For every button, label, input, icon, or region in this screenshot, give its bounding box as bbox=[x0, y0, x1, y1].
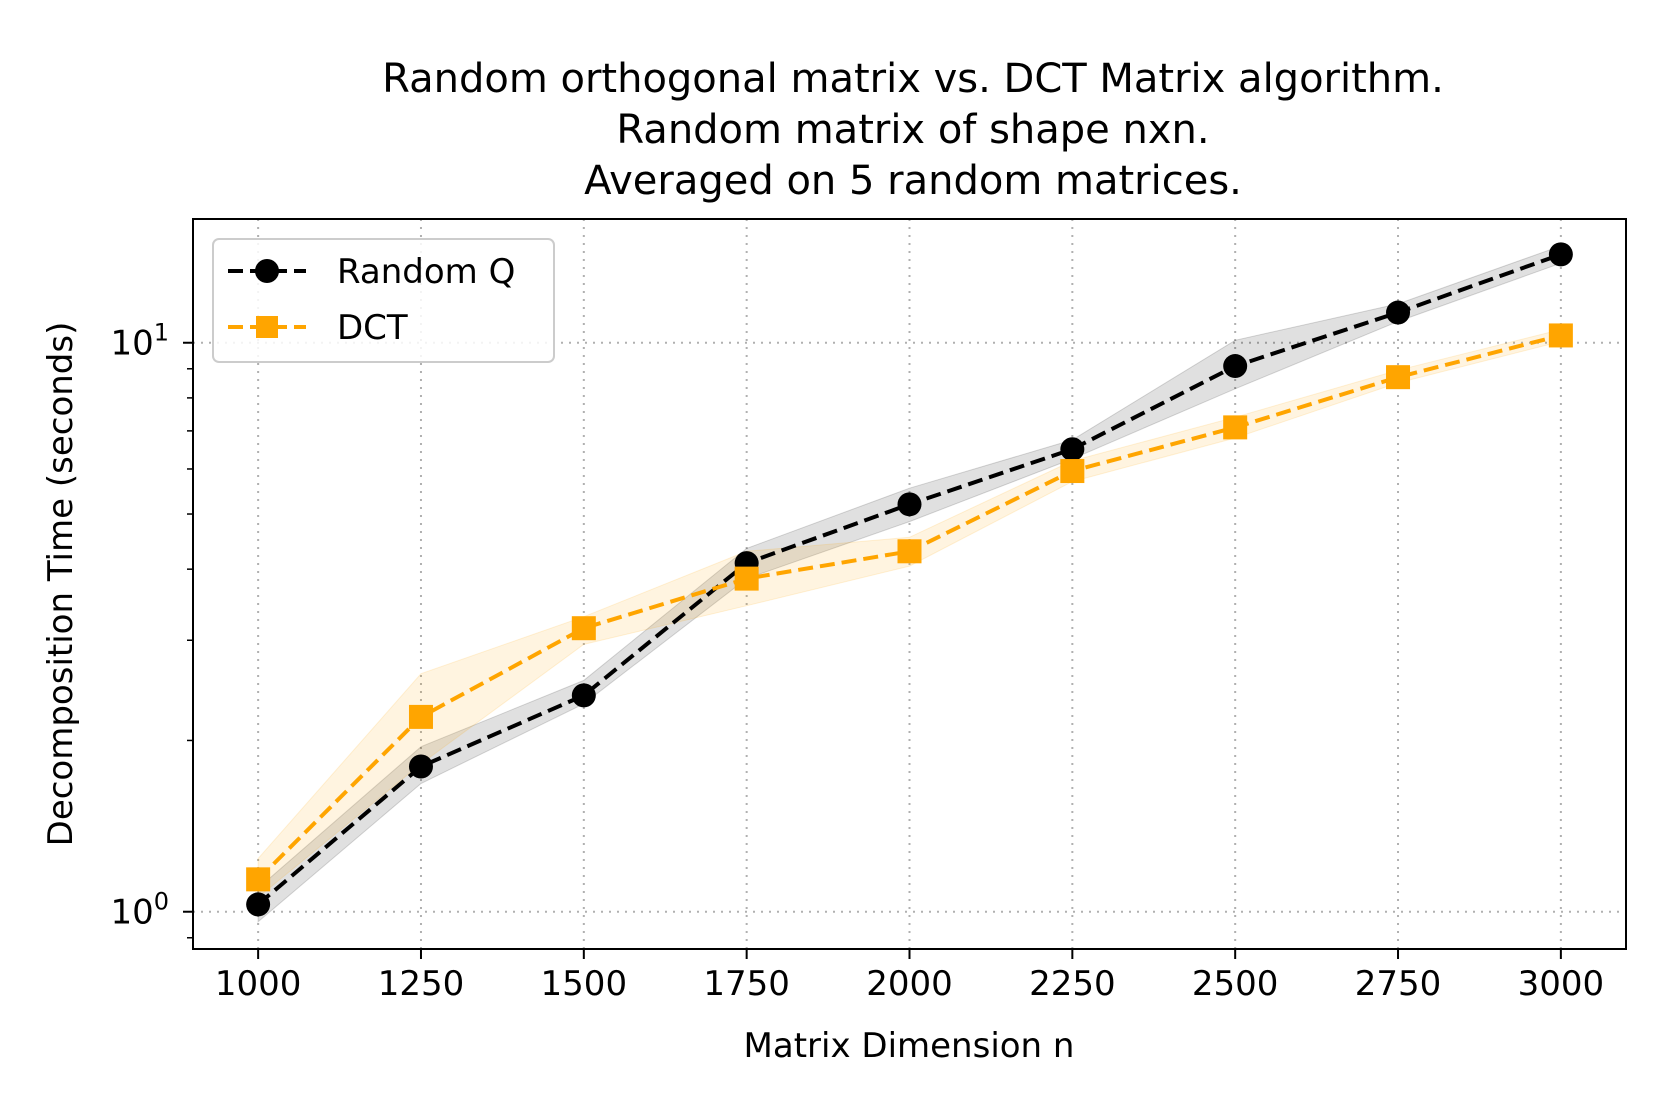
point-random-q bbox=[571, 683, 596, 708]
x-tick-label: 2750 bbox=[1355, 964, 1442, 1004]
point-random-q bbox=[1386, 300, 1411, 325]
point-random-q bbox=[408, 754, 433, 779]
point-random-q bbox=[1223, 354, 1248, 379]
axis-ticks: 1000 1250 1500 1750 2000 2250 2500 2750 3000 100 1… bbox=[110, 319, 1604, 1004]
point-dct bbox=[408, 704, 433, 729]
x-tick-label: 1000 bbox=[215, 964, 302, 1004]
x-tick-label: 2000 bbox=[866, 964, 953, 1004]
point-random-q bbox=[1548, 242, 1573, 267]
legend-label-random-q: Random Q bbox=[337, 252, 515, 292]
point-dct bbox=[1386, 365, 1411, 390]
point-dct bbox=[897, 539, 922, 564]
point-random-q bbox=[1060, 437, 1085, 462]
point-dct bbox=[734, 566, 759, 591]
chart-title-line-3: Averaged on 5 random matrices. bbox=[584, 158, 1242, 204]
x-tick-label: 3000 bbox=[1518, 964, 1605, 1004]
legend-label-dct: DCT bbox=[337, 308, 408, 348]
point-random-q bbox=[897, 492, 922, 517]
y-tick-label: 101 bbox=[110, 319, 169, 364]
x-axis-label: Matrix Dimension n bbox=[744, 1026, 1075, 1066]
chart-title-line-1: Random orthogonal matrix vs. DCT Matrix … bbox=[382, 56, 1444, 102]
series-markers bbox=[246, 242, 1573, 917]
point-dct bbox=[571, 616, 596, 641]
x-tick-label: 1750 bbox=[703, 964, 790, 1004]
point-dct bbox=[1223, 415, 1248, 440]
y-axis-label: Decomposition Time (seconds) bbox=[41, 322, 81, 847]
x-tick-label: 2500 bbox=[1192, 964, 1279, 1004]
point-dct bbox=[246, 867, 271, 892]
legend-marker-random-q bbox=[255, 259, 279, 283]
chart-title-line-2: Random matrix of shape nxn. bbox=[616, 107, 1209, 153]
y-tick-label: 100 bbox=[110, 888, 169, 933]
x-tick-label: 1500 bbox=[541, 964, 628, 1004]
point-dct bbox=[1060, 459, 1085, 484]
x-tick-label: 1250 bbox=[378, 964, 465, 1004]
x-tick-label: 2250 bbox=[1029, 964, 1116, 1004]
line-dct bbox=[256, 333, 1562, 881]
point-dct bbox=[1548, 323, 1573, 348]
point-random-q bbox=[246, 892, 271, 917]
legend-marker-dct bbox=[256, 316, 278, 338]
legend: Random Q DCT bbox=[212, 238, 555, 363]
